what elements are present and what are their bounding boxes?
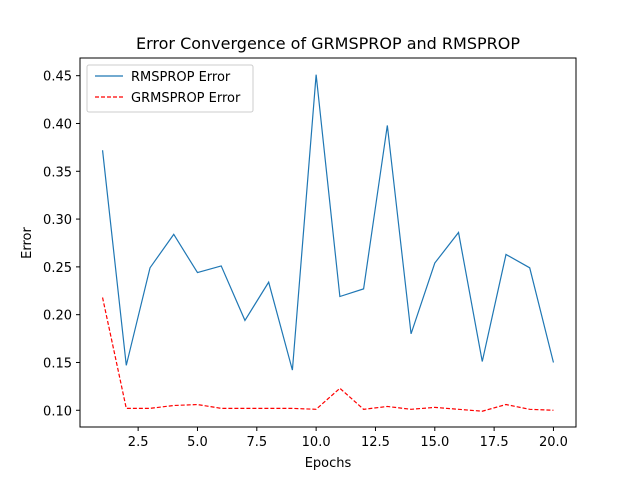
x-tick-label: 17.5	[480, 435, 509, 450]
y-tick-label: 0.20	[43, 309, 72, 324]
legend-label-grmsprop: GRMSPROP Error	[131, 91, 241, 106]
y-tick-label: 0.30	[43, 213, 72, 228]
chart-title: Error Convergence of GRMSPROP and RMSPRO…	[136, 34, 520, 53]
plot-lines	[101, 74, 555, 412]
series-line-rmsprop-error	[101, 74, 555, 371]
legend-label-rmsprop: RMSPROP Error	[131, 70, 231, 85]
y-tick-label: 0.40	[43, 117, 72, 132]
y-axis-label: Error	[20, 227, 35, 259]
y-axis-ticks: 0.10 0.15 0.20 0.25 0.30 0.35 0.40 0.45	[43, 70, 80, 419]
y-tick-label: 0.35	[43, 165, 72, 180]
x-tick-label: 2.5	[128, 435, 149, 450]
x-tick-label: 15.0	[420, 435, 449, 450]
series-line-grmsprop-error	[101, 297, 554, 412]
x-axis-ticks: 2.5 5.0 7.5 10.0 12.5 15.0 17.5 20.0	[128, 427, 568, 450]
plot-frame	[79, 57, 577, 428]
x-tick-label: 5.0	[187, 435, 208, 450]
x-tick-label: 10.0	[302, 435, 331, 450]
x-axis-label: Epochs	[305, 456, 352, 471]
x-tick-label: 20.0	[539, 435, 568, 450]
x-tick-label: 12.5	[361, 435, 390, 450]
y-tick-label: 0.15	[43, 356, 72, 371]
legend: RMSPROP Error GRMSPROP Error	[86, 64, 254, 113]
x-tick-label: 7.5	[246, 435, 267, 450]
y-tick-label: 0.10	[43, 404, 72, 419]
legend-box	[86, 64, 254, 113]
y-tick-label: 0.45	[43, 70, 72, 85]
y-tick-label: 0.25	[43, 261, 72, 276]
